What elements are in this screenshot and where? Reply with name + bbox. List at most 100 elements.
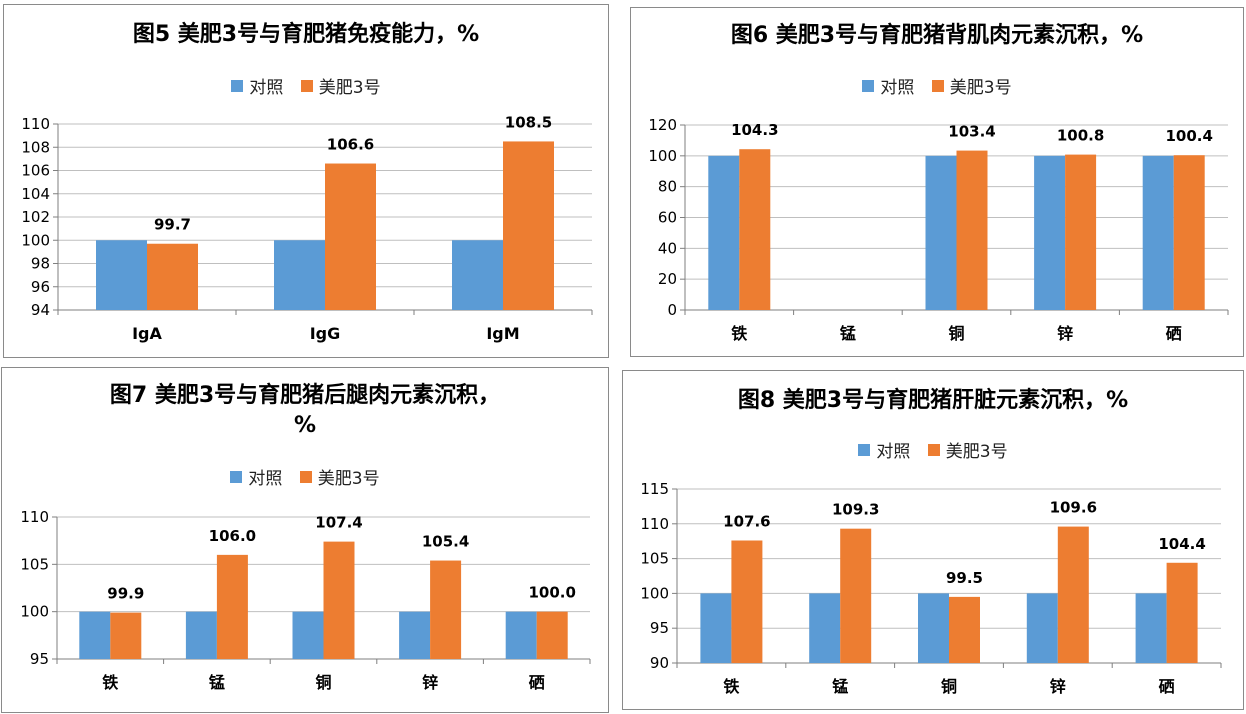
- x-category-label: 铁: [731, 324, 747, 343]
- data-label: 100.0: [528, 584, 575, 602]
- x-category-label: IgG: [310, 324, 341, 343]
- legend-swatch-treatment: [931, 79, 944, 92]
- x-category-label: 硒: [1166, 324, 1182, 343]
- bar-treatment: [1057, 526, 1089, 663]
- legend-item-control: 对照: [231, 73, 283, 98]
- legend-label-control: 对照: [876, 442, 911, 462]
- x-category-label: IgA: [132, 324, 162, 343]
- legend-item-control: 对照: [858, 437, 910, 462]
- y-tick-label: 120: [648, 116, 677, 134]
- bar-control: [292, 611, 324, 659]
- x-category-label: 铁: [102, 673, 118, 692]
- x-category-label: 锰: [840, 324, 856, 343]
- bar-chart-fig6: 0 20 40 60 80 100 120 104.3 铁 锰 103.4 铜 100.8 锌 100.4 硒: [648, 116, 1229, 343]
- data-label: 109.6: [1050, 499, 1097, 517]
- legend-swatch-control: [230, 470, 243, 483]
- x-category-label: 锌: [1057, 324, 1073, 343]
- y-tick-label: 20: [658, 270, 677, 288]
- legend-swatch-treatment: [300, 79, 313, 92]
- bar-treatment: [147, 243, 198, 310]
- legend-item-treatment: 美肥3号: [300, 73, 381, 98]
- data-label: 104.4: [1158, 535, 1205, 553]
- data-label: 107.4: [315, 514, 362, 532]
- legend-item-treatment: 美肥3号: [927, 437, 1008, 462]
- legend-label-control: 对照: [249, 78, 284, 98]
- bar-treatment: [1166, 562, 1198, 663]
- chart-panel-fig8: 图8 美肥3号与育肥猪肝脏元素沉积，% 对照 美肥3号 90 95 100 105 11…: [622, 370, 1244, 710]
- bar-treatment: [430, 560, 462, 659]
- y-tick-label: 95: [650, 619, 669, 637]
- data-label: 106.0: [209, 527, 256, 545]
- bar-control: [918, 593, 949, 663]
- y-tick-label: 94: [31, 301, 50, 319]
- y-tick-label: 108: [21, 138, 50, 156]
- bar-control: [1142, 155, 1174, 310]
- y-tick-label: 95: [30, 650, 49, 668]
- legend-label-treatment: 美肥3号: [317, 469, 380, 489]
- y-tick-label: 102: [21, 208, 50, 226]
- legend-swatch-control: [231, 79, 244, 92]
- y-tick-label: 90: [650, 654, 669, 672]
- chart-legend: 对照 美肥3号: [623, 437, 1243, 462]
- y-tick-label: 104: [21, 185, 50, 203]
- bar-control: [1026, 593, 1058, 663]
- legend-label-control: 对照: [880, 78, 915, 98]
- y-tick-label: 96: [31, 278, 50, 296]
- bar-control: [505, 611, 537, 659]
- data-label: 107.6: [723, 513, 770, 531]
- bar-treatment: [840, 528, 872, 663]
- chart-title: 图8 美肥3号与育肥猪肝脏元素沉积，%: [737, 388, 1129, 413]
- bar-treatment: [1065, 154, 1097, 310]
- bar-treatment: [739, 149, 771, 310]
- data-label: 103.4: [948, 123, 995, 141]
- chart-legend: 对照 美肥3号: [2, 464, 608, 489]
- data-label: 99.7: [154, 216, 191, 234]
- x-category-label: 铜: [948, 324, 964, 343]
- y-tick-label: 115: [640, 480, 669, 498]
- chart-panel-fig5: 图5 美肥3号与育肥猪免疫能力，% 对照 美肥3号 94 96 98 100 102 10…: [3, 4, 609, 358]
- bar-chart-fig5: 94 96 98 100 102 104 106 108 110 99.7 IgA 106.6 IgG 1…: [21, 113, 593, 343]
- y-tick-label: 110: [21, 115, 50, 133]
- chart-legend: 对照 美肥3号: [4, 73, 608, 98]
- legend-label-treatment: 美肥3号: [945, 442, 1008, 462]
- bar-control: [274, 240, 325, 310]
- chart-panel-fig6: 图6 美肥3号与育肥猪背肌肉元素沉积，% 对照 美肥3号 0 20 40 60 80 10…: [630, 7, 1244, 357]
- bar-control: [708, 155, 740, 310]
- x-category-label: 锌: [422, 673, 438, 692]
- y-tick-label: 110: [640, 515, 669, 533]
- bar-control: [399, 611, 431, 659]
- bar-control: [79, 611, 111, 659]
- chart-panel-fig7: 图7 美肥3号与育肥猪后腿肉元素沉积， % 对照 美肥3号 95 100 105 11…: [1, 367, 609, 713]
- data-label: 109.3: [832, 501, 879, 519]
- bar-treatment: [731, 540, 763, 663]
- bar-treatment: [503, 141, 554, 310]
- x-category-label: 铜: [941, 677, 957, 696]
- x-category-label: 硒: [1159, 677, 1175, 696]
- y-tick-label: 105: [20, 555, 49, 573]
- bar-control: [96, 240, 147, 310]
- data-label: 105.4: [422, 533, 469, 551]
- bar-control: [1135, 593, 1167, 663]
- bar-treatment: [110, 612, 142, 659]
- bar-treatment: [949, 596, 980, 663]
- x-category-label: 锰: [832, 677, 848, 696]
- bar-chart-fig7: 95 100 105 110 99.9 铁 106.0 锰 107.4 铜 105.4 锌 100.0 硒: [20, 508, 591, 692]
- y-tick-label: 98: [31, 255, 50, 273]
- y-tick-label: 40: [658, 239, 677, 257]
- bar-treatment: [216, 554, 248, 659]
- legend-label-control: 对照: [248, 469, 283, 489]
- bar-treatment: [1173, 155, 1205, 310]
- y-tick-label: 80: [658, 178, 677, 196]
- legend-label-treatment: 美肥3号: [949, 78, 1012, 98]
- bar-control: [452, 240, 503, 310]
- legend-item-treatment: 美肥3号: [299, 464, 380, 489]
- y-tick-label: 100: [640, 584, 669, 602]
- bar-treatment: [536, 611, 568, 659]
- legend-label-treatment: 美肥3号: [318, 78, 381, 98]
- bar-control: [185, 611, 217, 659]
- data-label: 104.3: [731, 121, 778, 139]
- legend-swatch-treatment: [299, 470, 312, 483]
- bar-treatment: [325, 163, 376, 310]
- x-category-label: 锌: [1050, 677, 1066, 696]
- y-tick-label: 105: [640, 550, 669, 568]
